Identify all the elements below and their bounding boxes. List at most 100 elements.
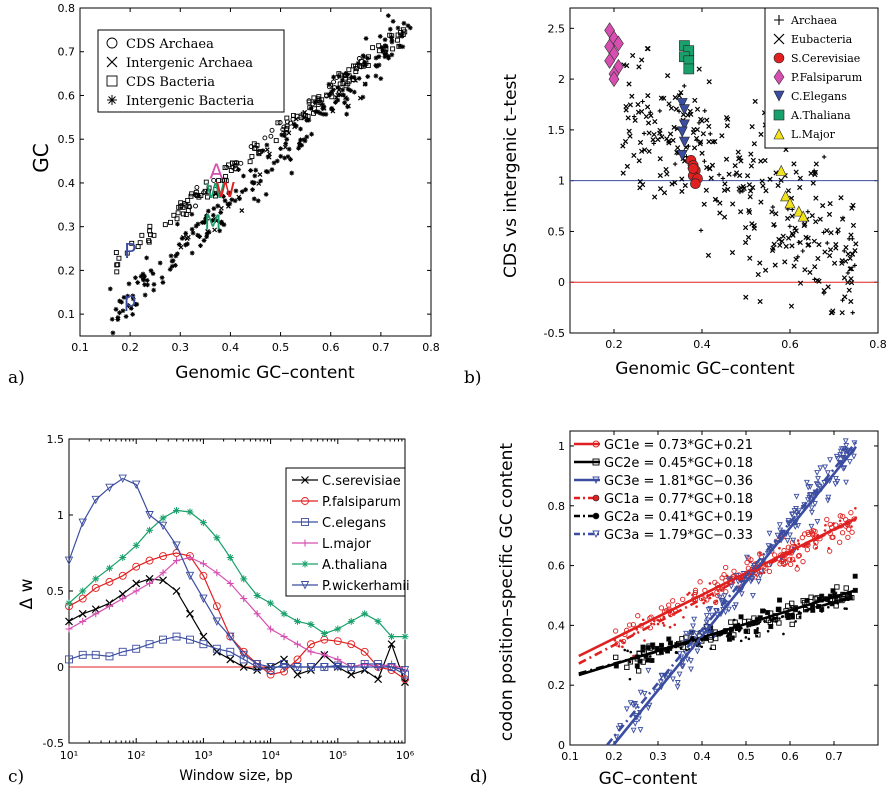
panel-d-point [789,621,795,628]
panel-d-point [829,600,833,604]
panel-d-point [728,583,735,590]
panel-b-point [651,141,657,146]
panel-b-point [849,205,855,211]
panel-c-xtick-label: 10³ [194,749,212,762]
panel-d-point [825,494,832,501]
panel-d-xtick-label: 0.6 [781,750,799,763]
panel-b-species-point [784,197,796,209]
panel-a-point [115,315,121,320]
panel-a-point [209,218,215,223]
panel-c-series-marker [347,663,356,672]
panel-b-point [838,195,844,201]
panel-d-point [623,706,630,713]
panel-d-point [793,559,796,563]
panel-d-point [725,606,732,613]
panel-b-point [737,172,743,179]
panel-d-point [795,553,802,559]
panel-b-point [813,195,819,201]
panel-c-series-marker [186,508,194,516]
panel-b-point [657,156,663,162]
panel-a-point [193,189,199,195]
panel-b-species-point [780,190,792,202]
panel-b-point [789,213,795,219]
panel-d-point [820,610,824,613]
panel-b-species-point [687,163,699,174]
panel-d-point [759,571,763,575]
panel-c-series-marker [212,602,221,611]
panel-b-point [833,245,839,251]
panel-a-point [380,48,386,54]
panel-d-legend-marker [592,530,600,539]
panel-b-point [639,57,645,63]
panel-d-point [839,530,846,536]
panel-d-xtick-label: 0.5 [737,750,755,763]
panel-a-point [233,160,239,165]
panel-b-point [694,106,701,112]
panel-d-fit-line [578,517,857,658]
panel-d-point [694,648,701,655]
panel-c-series-marker [65,655,73,664]
panel-b-point [840,297,845,303]
panel-d-point [688,591,691,595]
panel-b-point [782,259,788,265]
panel-d-point [637,727,644,733]
panel-d-point [695,642,702,649]
panel-d-point [709,647,713,650]
panel-d-point [771,552,778,558]
panel-c-series-marker [172,541,181,550]
panel-a-point [210,212,216,218]
panel-c-series-marker [186,554,194,562]
panel-a-point [169,263,175,269]
panel-c-series-marker [64,556,74,566]
panel-b-point [805,209,811,214]
panel-b-point [732,163,738,169]
panel-d-point [713,635,719,642]
panel-d-fit-line [578,594,857,675]
panel-a-annotation: W [216,178,236,202]
panel-b-point [783,243,789,250]
panel-d-point [800,559,806,565]
panel-b-legend-label: Eubacteria [791,33,853,46]
panel-d-point [667,640,673,646]
panel-b-point [762,267,769,273]
panel-d-point [807,492,814,498]
panel-d-point [814,518,821,525]
panel-b-point [707,166,713,172]
panel-b-point [777,242,783,248]
panel-a-point [224,164,230,170]
panel-b-ylabel: CDS vs intergenic t–test [501,74,521,278]
panel-a-point [219,205,224,211]
panel-b-point [717,210,723,216]
panel-a-legend-marker [106,75,118,87]
panel-b-point [644,46,651,52]
panel-c-series-line [68,477,406,671]
panel-c-series-marker [186,635,194,644]
panel-b-legend-marker [773,33,785,45]
panel-d-point [688,666,694,673]
panel-a-point [233,166,238,172]
panel-b-point [631,152,637,159]
panel-a-point [326,84,332,90]
panel-a-point [133,275,138,281]
panel-d-point [630,702,637,709]
panel-b-ytick-label: 2.5 [548,22,566,35]
panel-a-point [142,273,147,279]
panel-d-point [836,601,840,605]
panel-b-point [704,164,710,171]
panel-c-series-marker [333,663,343,672]
panel-a-point [204,231,210,237]
panel-d-point [787,561,794,568]
panel-c-series-marker [361,660,369,668]
panel-d-point [670,676,676,683]
panel-c-series-marker [199,519,207,527]
panel-d-point [785,603,791,609]
panel-b-point [636,64,642,70]
panel-b-point [744,173,751,179]
panel-b-point [632,114,637,119]
panel-c-series-marker [65,625,73,633]
panel-c-series-marker [199,571,208,580]
panel-a-point [356,56,362,61]
panel-a-point [328,89,334,95]
panel-a-ytick-label: 0.8 [58,2,76,15]
panel-b-point [644,104,651,110]
